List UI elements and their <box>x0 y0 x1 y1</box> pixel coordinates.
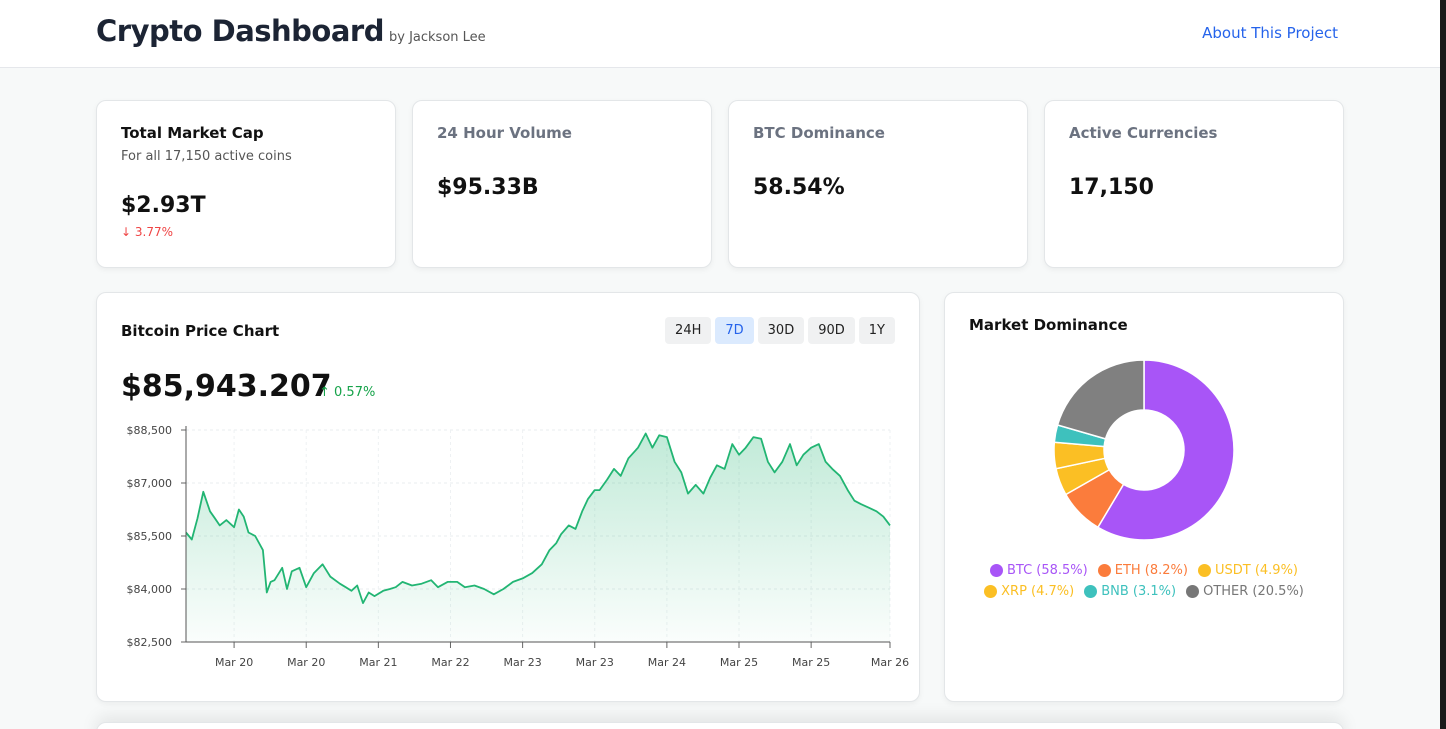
x-tick-label: Mar 21 <box>359 656 397 669</box>
donut-slice-other <box>1056 359 1145 440</box>
brand: Crypto Dashboard by Jackson Lee <box>96 14 486 48</box>
legend-label: OTHER (20.5%) <box>1203 584 1304 599</box>
stat-title: Active Currencies <box>1069 124 1218 142</box>
legend-item-usdt[interactable]: USDT (4.9%) <box>1197 563 1298 578</box>
y-tick-label: $82,500 <box>127 636 173 649</box>
legend-item-other[interactable]: OTHER (20.5%) <box>1186 584 1304 599</box>
current-price: $85,943.207 <box>121 369 332 404</box>
market-dominance-card: Market Dominance BTC (58.5%) ETH (8.2%) US… <box>944 292 1344 702</box>
x-tick-label: Mar 23 <box>576 656 614 669</box>
legend-label: BTC (58.5%) <box>1006 563 1088 578</box>
stat-title: BTC Dominance <box>753 124 885 142</box>
legend-label: BNB (3.1%) <box>1101 584 1177 599</box>
price-change: ↑ 0.57% <box>319 385 376 400</box>
y-tick-label: $85,500 <box>127 530 173 543</box>
price-chart: $82,500 $84,000 $85,500 $87,000 $88,500 Mar 2… <box>127 424 910 669</box>
window-edge <box>1440 0 1446 729</box>
total-market-cap-card: Total Market Cap For all 17,150 active c… <box>96 100 396 268</box>
time-range-selector: 24H 7D 30D 90D 1Y <box>665 317 895 344</box>
chart-title: Bitcoin Price Chart <box>121 322 280 340</box>
dominance-title: Market Dominance <box>969 316 1128 334</box>
stat-value: 58.54% <box>753 175 845 200</box>
x-tick-label: Mar 20 <box>215 656 253 669</box>
legend-swatch <box>1197 564 1211 577</box>
range-button-1y[interactable]: 1Y <box>858 317 895 344</box>
price-line <box>185 432 891 604</box>
active-currencies-card: Active Currencies 17,150 <box>1044 100 1344 268</box>
author-byline: by Jackson Lee <box>389 30 486 45</box>
x-tick-label: Mar 25 <box>792 656 830 669</box>
next-section-card <box>96 722 1344 729</box>
legend-item-btc[interactable]: BTC (58.5%) <box>989 563 1088 578</box>
x-tick-label: Mar 23 <box>503 656 541 669</box>
about-project-link[interactable]: About This Project <box>1202 24 1338 42</box>
range-button-90d[interactable]: 90D <box>808 317 855 344</box>
stat-subtitle: For all 17,150 active coins <box>121 149 292 164</box>
y-tick-label: $88,500 <box>127 424 173 437</box>
stat-change: ↓ 3.77% <box>121 225 173 239</box>
y-tick-label: $84,000 <box>127 583 173 596</box>
stat-value: $95.33B <box>437 175 539 200</box>
y-tick-label: $87,000 <box>127 477 173 490</box>
x-tick-label: Mar 25 <box>720 656 758 669</box>
bitcoin-price-card: Bitcoin Price Chart 24H 7D 30D 90D 1Y $85,94… <box>96 292 920 702</box>
price-area-fill <box>186 433 890 642</box>
app-title: Crypto Dashboard <box>96 14 385 48</box>
legend-swatch <box>984 585 998 598</box>
legend-swatch <box>989 564 1003 577</box>
x-tick-label: Mar 20 <box>287 656 325 669</box>
legend-item-xrp[interactable]: XRP (4.7%) <box>984 584 1074 599</box>
legend-swatch <box>1097 564 1111 577</box>
volume-card: 24 Hour Volume $95.33B <box>412 100 712 268</box>
x-tick-label: Mar 26 <box>871 656 909 669</box>
range-button-30d[interactable]: 30D <box>757 317 805 344</box>
donut-slice-btc <box>1096 359 1235 541</box>
stat-value: 17,150 <box>1069 175 1154 200</box>
x-tick-label: Mar 24 <box>648 656 686 669</box>
legend-item-bnb[interactable]: BNB (3.1%) <box>1084 584 1176 599</box>
range-button-24h[interactable]: 24H <box>665 317 712 344</box>
legend-item-eth[interactable]: ETH (8.2%) <box>1097 563 1188 578</box>
legend-label: USDT (4.9%) <box>1214 563 1298 578</box>
dominance-donut-chart <box>1053 359 1235 541</box>
legend-label: ETH (8.2%) <box>1114 563 1188 578</box>
stat-title: 24 Hour Volume <box>437 124 572 142</box>
x-tick-label: Mar 22 <box>431 656 469 669</box>
btc-dominance-card: BTC Dominance 58.54% <box>728 100 1028 268</box>
dominance-legend: BTC (58.5%) ETH (8.2%) USDT (4.9%) XRP (4.7… <box>969 563 1319 599</box>
range-button-7d[interactable]: 7D <box>715 317 754 344</box>
legend-swatch <box>1186 585 1200 598</box>
stat-value: $2.93T <box>121 193 206 218</box>
legend-swatch <box>1084 585 1098 598</box>
legend-label: XRP (4.7%) <box>1001 584 1075 599</box>
top-header: Crypto Dashboard by Jackson Lee About Th… <box>0 0 1440 68</box>
stat-title: Total Market Cap <box>121 124 264 142</box>
